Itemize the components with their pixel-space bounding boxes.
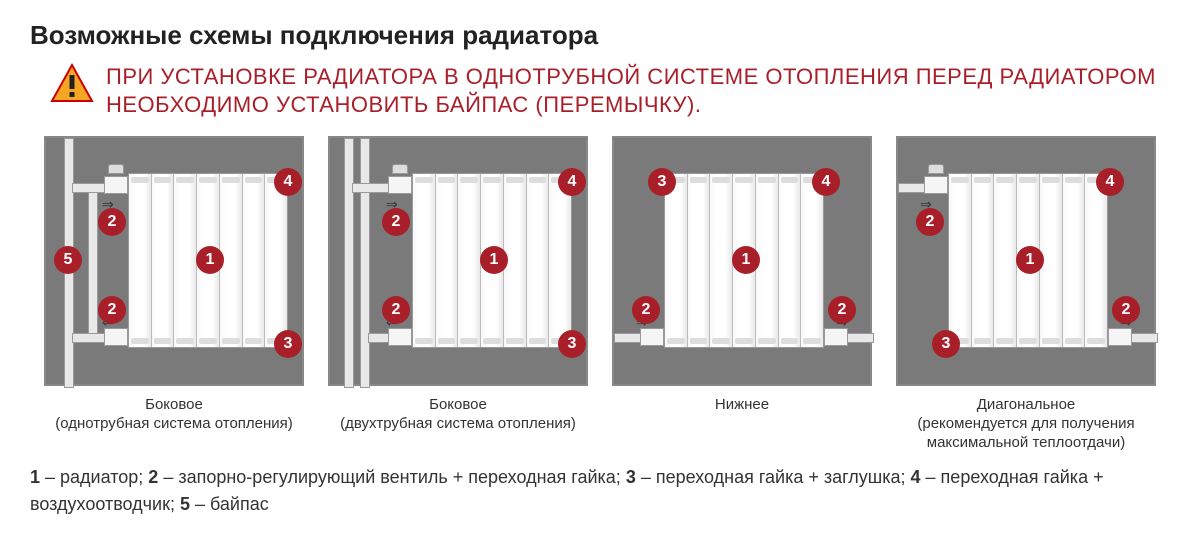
badge-5: 5 — [54, 246, 82, 274]
scheme-4: ⇒ ⇒ 1 2 2 3 4 Диагональное(рекомендуется… — [896, 136, 1156, 452]
warning-block: ПРИ УСТАНОВКЕ РАДИАТОРА В ОДНОТРУБНОЙ СИ… — [50, 63, 1170, 118]
legend-text-1: – радиатор; — [40, 467, 148, 487]
legend-text-2: – запорно-регулирующий вентиль + переход… — [158, 467, 626, 487]
badge-3: 3 — [648, 168, 676, 196]
legend-num-1: 1 — [30, 467, 40, 487]
badge-1: 1 — [732, 246, 760, 274]
badge-4: 4 — [1096, 168, 1124, 196]
scheme-3-caption: Нижнее — [715, 396, 769, 415]
schemes-row: ⇒ ⇐ 1 2 2 3 4 5 Боковое(однотрубная сист… — [30, 136, 1170, 452]
badge-2: 2 — [382, 208, 410, 236]
badge-1: 1 — [1016, 246, 1044, 274]
badge-1: 1 — [196, 246, 224, 274]
badge-1: 1 — [480, 246, 508, 274]
warning-text: ПРИ УСТАНОВКЕ РАДИАТОРА В ОДНОТРУБНОЙ СИ… — [106, 63, 1170, 118]
warning-icon — [50, 63, 94, 108]
scheme-2-box: ⇒ ⇐ 1 2 2 3 4 — [328, 136, 588, 386]
badge-3: 3 — [274, 330, 302, 358]
badge-2: 2 — [828, 296, 856, 324]
legend-num-2: 2 — [148, 467, 158, 487]
scheme-2-caption: Боковое(двухтрубная система отопления) — [340, 396, 576, 434]
page-title: Возможные схемы подключения радиатора — [30, 20, 1170, 51]
scheme-3: ⇒ ⇒ 1 2 2 3 4 Нижнее — [612, 136, 872, 452]
legend-text-5: – байпас — [190, 494, 269, 514]
scheme-1-caption: Боковое(однотрубная система отопления) — [55, 396, 293, 434]
badge-2: 2 — [916, 208, 944, 236]
badge-4: 4 — [558, 168, 586, 196]
legend-num-5: 5 — [180, 494, 190, 514]
scheme-3-box: ⇒ ⇒ 1 2 2 3 4 — [612, 136, 872, 386]
badge-4: 4 — [274, 168, 302, 196]
badge-2: 2 — [1112, 296, 1140, 324]
badge-2: 2 — [632, 296, 660, 324]
badge-2: 2 — [98, 208, 126, 236]
scheme-4-box: ⇒ ⇒ 1 2 2 3 4 — [896, 136, 1156, 386]
legend: 1 – радиатор; 2 – запорно-регулирующий в… — [30, 464, 1170, 518]
legend-text-3: – переходная гайка + заглушка; — [636, 467, 911, 487]
legend-num-3: 3 — [626, 467, 636, 487]
legend-num-4: 4 — [911, 467, 921, 487]
scheme-1: ⇒ ⇐ 1 2 2 3 4 5 Боковое(однотрубная сист… — [44, 136, 304, 452]
scheme-1-box: ⇒ ⇐ 1 2 2 3 4 5 — [44, 136, 304, 386]
badge-3: 3 — [558, 330, 586, 358]
scheme-4-caption: Диагональное(рекомендуется для получения… — [896, 396, 1156, 452]
badge-2: 2 — [98, 296, 126, 324]
scheme-2: ⇒ ⇐ 1 2 2 3 4 Боковое(двухтрубная систем… — [328, 136, 588, 452]
badge-2: 2 — [382, 296, 410, 324]
badge-4: 4 — [812, 168, 840, 196]
badge-3: 3 — [932, 330, 960, 358]
